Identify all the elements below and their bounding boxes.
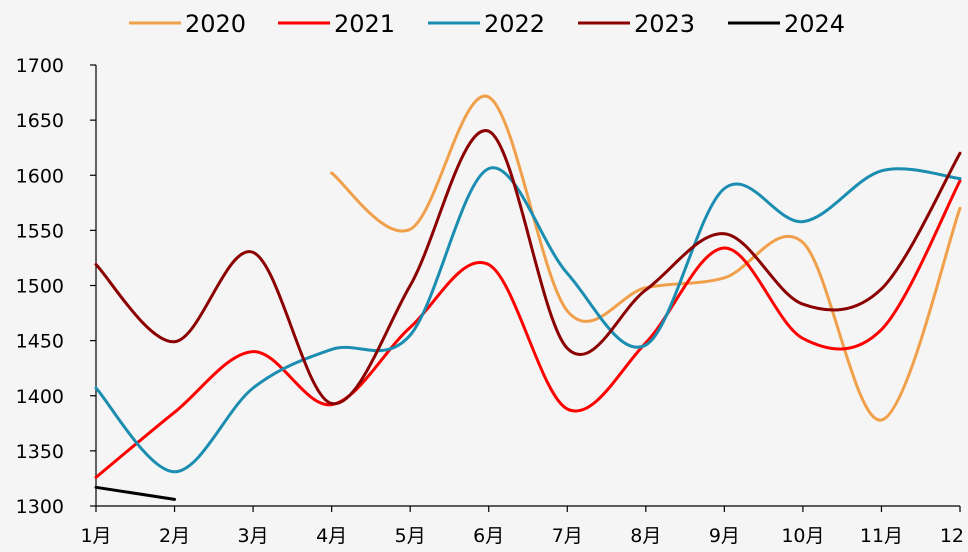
x-tick-label: 3月 [238, 525, 269, 547]
x-tick-label: 1月 [80, 525, 111, 547]
x-tick-label: 9月 [709, 525, 740, 547]
series-line-2021 [94, 179, 962, 479]
series-layer [94, 94, 962, 501]
x-tick-label: 12 [940, 525, 964, 547]
y-tick-label: 1450 [16, 331, 64, 353]
legend-label-2021: 2021 [334, 10, 395, 38]
series-line-2022 [94, 166, 962, 474]
x-axis: 1月 2月 3月 4月 5月 6月 7月 8月 9月 10月 11月 12 [80, 505, 964, 547]
y-tick-label: 1650 [16, 110, 64, 132]
y-tick-label: 1400 [16, 386, 64, 408]
y-tick-label: 1550 [16, 220, 64, 242]
legend-label-2020: 2020 [185, 10, 246, 38]
x-tick-label: 6月 [473, 525, 504, 547]
x-tick-label: 7月 [552, 525, 583, 547]
y-tick-label: 1500 [16, 276, 64, 298]
x-tick-label: 11月 [860, 525, 903, 547]
y-tick-label: 1300 [16, 496, 64, 518]
legend-label-2023: 2023 [634, 10, 695, 38]
y-tick-label: 1600 [16, 165, 64, 187]
legend: 2020 2021 2022 2023 2024 [129, 10, 845, 38]
x-tick-label: 2月 [159, 525, 190, 547]
legend-label-2024: 2024 [784, 10, 845, 38]
x-tick-label: 5月 [395, 525, 426, 547]
y-tick-label: 1350 [16, 441, 64, 463]
x-tick-label: 8月 [630, 525, 661, 547]
legend-label-2022: 2022 [484, 10, 545, 38]
y-axis: 1300 1350 1400 1450 1500 1550 1600 1650 1700 [16, 55, 97, 518]
series-line-2020 [330, 94, 962, 422]
x-tick-label: 10月 [781, 525, 824, 547]
x-tick-label: 4月 [316, 525, 347, 547]
y-tick-label: 1700 [16, 55, 64, 77]
series-line-2023 [94, 129, 962, 406]
series-line-2024 [94, 485, 176, 501]
